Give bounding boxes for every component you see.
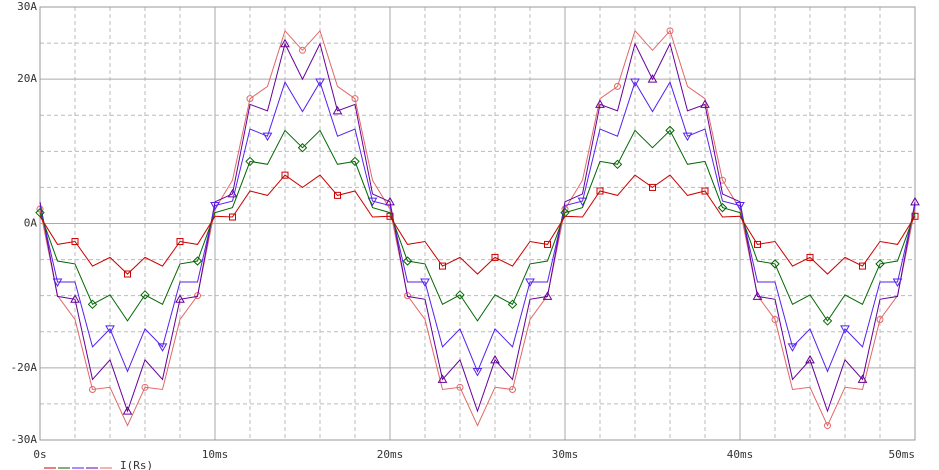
- marker: [350, 156, 360, 167]
- marker: [386, 212, 394, 220]
- marker: [176, 238, 184, 246]
- marker: [404, 292, 411, 300]
- marker: [491, 253, 499, 261]
- marker: [402, 256, 413, 266]
- marker: [87, 299, 98, 310]
- series-line: [39, 80, 916, 373]
- marker: [315, 78, 325, 88]
- y-tick-label: -20A: [11, 361, 38, 374]
- marker: [490, 354, 500, 364]
- marker: [70, 294, 80, 303]
- marker: [806, 253, 814, 261]
- marker: [735, 201, 745, 211]
- marker: [614, 82, 621, 90]
- marker: [892, 278, 903, 287]
- marker: [52, 278, 63, 287]
- marker: [105, 325, 115, 334]
- marker: [124, 270, 131, 278]
- marker: [175, 294, 185, 303]
- marker: [824, 422, 831, 430]
- marker: [859, 262, 866, 270]
- marker: [666, 27, 674, 35]
- x-tick-label: 40ms: [727, 448, 754, 461]
- marker: [246, 95, 254, 103]
- marker: [334, 191, 341, 199]
- marker: [876, 315, 884, 323]
- marker: [194, 292, 201, 300]
- marker: [437, 374, 448, 383]
- marker: [771, 315, 779, 323]
- marker: [507, 299, 518, 310]
- marker: [229, 213, 236, 221]
- marker: [332, 105, 343, 115]
- y-tick-label: 0A: [24, 217, 38, 230]
- marker: [281, 171, 289, 179]
- marker: [420, 278, 430, 287]
- marker: [299, 46, 306, 54]
- marker: [701, 187, 709, 195]
- x-tick-label: 0s: [33, 448, 46, 461]
- series-line: [39, 174, 916, 275]
- marker: [210, 201, 220, 211]
- marker: [157, 343, 168, 352]
- x-tick-label: 50ms: [889, 448, 916, 461]
- marker: [857, 374, 868, 383]
- marker: [140, 290, 150, 300]
- marker: [456, 383, 464, 391]
- marker: [595, 99, 605, 108]
- marker: [472, 367, 483, 377]
- marker: [875, 259, 885, 269]
- series-line: [39, 29, 916, 427]
- marker: [717, 202, 728, 213]
- y-tick-label: 20A: [17, 72, 37, 85]
- marker: [262, 132, 273, 142]
- marker: [805, 354, 815, 364]
- marker: [544, 240, 551, 248]
- y-tick-label: 30A: [17, 0, 37, 13]
- marker: [509, 385, 516, 393]
- marker: [752, 291, 763, 300]
- marker: [770, 259, 780, 269]
- marker: [822, 316, 833, 326]
- marker: [682, 132, 693, 142]
- marker: [89, 385, 96, 393]
- x-tick-label: 20ms: [377, 448, 404, 461]
- marker: [787, 343, 798, 352]
- marker: [192, 256, 203, 266]
- legend-label: I(Rs): [120, 459, 153, 470]
- marker: [630, 78, 640, 88]
- y-tick-label: -30A: [11, 433, 38, 446]
- series-line: [39, 129, 916, 322]
- marker: [596, 187, 604, 195]
- marker: [297, 143, 308, 153]
- x-tick-label: 30ms: [552, 448, 579, 461]
- marker: [911, 212, 919, 220]
- marker: [439, 262, 446, 270]
- marker: [649, 183, 656, 191]
- marker: [351, 95, 359, 103]
- plot-frame: [39, 6, 916, 441]
- marker: [455, 290, 465, 300]
- marker: [910, 196, 920, 206]
- marker: [700, 99, 710, 108]
- marker: [840, 325, 850, 334]
- marker: [141, 383, 149, 391]
- marker: [245, 156, 255, 167]
- marker: [385, 196, 395, 206]
- marker: [754, 240, 761, 248]
- x-tick-label: 10ms: [202, 448, 229, 461]
- marker: [542, 291, 553, 300]
- marker: [71, 238, 79, 246]
- marker: [525, 278, 535, 287]
- marker: [122, 406, 133, 415]
- marker: [612, 159, 623, 170]
- marker: [665, 125, 675, 136]
- marker: [647, 74, 658, 83]
- series-line: [39, 42, 916, 413]
- marker: [280, 38, 290, 48]
